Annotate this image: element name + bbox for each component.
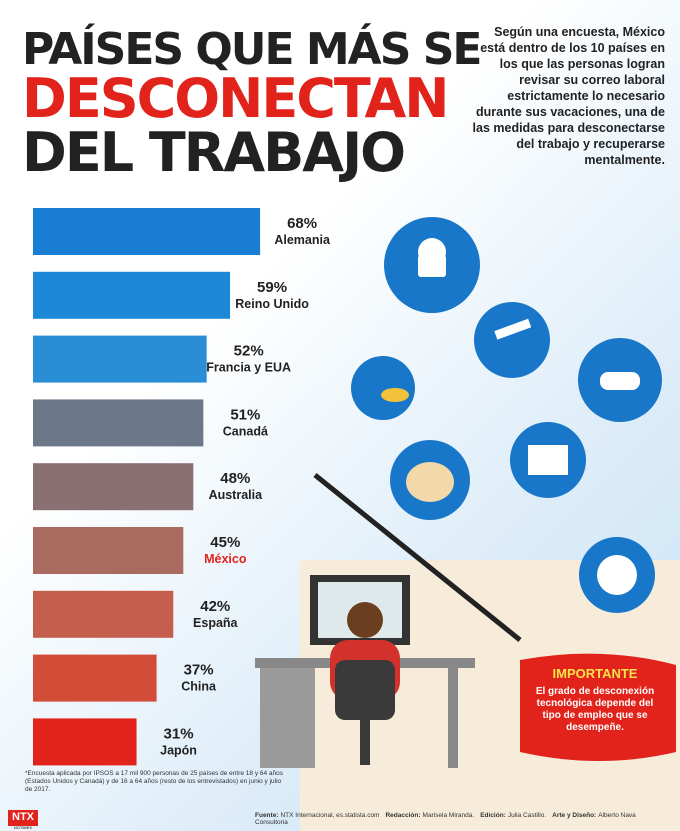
category-label: México bbox=[204, 552, 247, 566]
important-title: IMPORTANTE bbox=[553, 666, 638, 681]
desk bbox=[255, 575, 475, 768]
bar bbox=[33, 208, 261, 255]
important-box bbox=[520, 653, 676, 761]
icon-glyphs bbox=[381, 238, 640, 595]
credit-label: Fuente: bbox=[255, 812, 279, 819]
credit-label: Redacción: bbox=[385, 812, 421, 819]
credit-text: Alberto Nava Consultoria bbox=[255, 812, 636, 826]
bar bbox=[33, 463, 194, 511]
bar bbox=[33, 718, 137, 766]
logo-bg bbox=[8, 810, 38, 826]
value-label: 37% bbox=[184, 662, 214, 679]
important-text: El grado de desconexión tecnológica depe… bbox=[535, 686, 655, 733]
value-label: 31% bbox=[164, 725, 194, 742]
bar bbox=[33, 399, 204, 447]
credit-label: Edición: bbox=[480, 812, 506, 819]
value-label: 45% bbox=[210, 534, 240, 551]
bar bbox=[33, 527, 184, 574]
title-line: DESCONECTAN bbox=[22, 67, 449, 130]
title-line: PAÍSES QUE MÁS SE bbox=[22, 24, 482, 75]
value-label: 42% bbox=[200, 598, 230, 615]
credit-text: Marisela Miranda. bbox=[422, 812, 475, 819]
title-line: DEL TRABAJO bbox=[22, 121, 406, 184]
value-label: 59% bbox=[257, 279, 287, 296]
bar bbox=[33, 335, 207, 383]
value-label: 52% bbox=[234, 343, 264, 360]
category-label: Francia y EUA bbox=[206, 361, 291, 375]
credits: Fuente: NTX Internacional, es.statista.co… bbox=[255, 812, 675, 826]
category-label: España bbox=[193, 616, 239, 630]
footnote: *Encuesta aplicada por IPSOS a 17 mil 90… bbox=[25, 770, 284, 793]
cable bbox=[313, 473, 522, 642]
bars: 68%Alemania 59%Reino Unido 52%Francia y EU… bbox=[33, 208, 331, 766]
value-label: 51% bbox=[230, 406, 260, 423]
icons bbox=[351, 217, 662, 613]
value-label: 48% bbox=[220, 470, 250, 487]
credit-text: Julia Castillo. bbox=[507, 812, 547, 819]
logo-sub: NOTIMEX bbox=[14, 825, 33, 830]
value-label: 68% bbox=[287, 215, 317, 232]
logo: NTX bbox=[12, 811, 35, 823]
category-label: Canadá bbox=[223, 424, 268, 438]
category-label: Australia bbox=[209, 488, 264, 502]
intro: Según una encuesta, México está dentro d… bbox=[472, 25, 665, 167]
bar bbox=[33, 654, 157, 702]
credit-text: NTX Internacional, es.statista.com bbox=[280, 812, 380, 819]
credit-label: Arte y Diseño: bbox=[552, 812, 597, 819]
category-label: Japón bbox=[160, 743, 197, 757]
bar bbox=[33, 271, 231, 319]
category-label: Reino Unido bbox=[235, 297, 309, 311]
category-label: Alemania bbox=[274, 233, 331, 247]
bar bbox=[33, 590, 174, 638]
category-label: China bbox=[181, 680, 217, 694]
